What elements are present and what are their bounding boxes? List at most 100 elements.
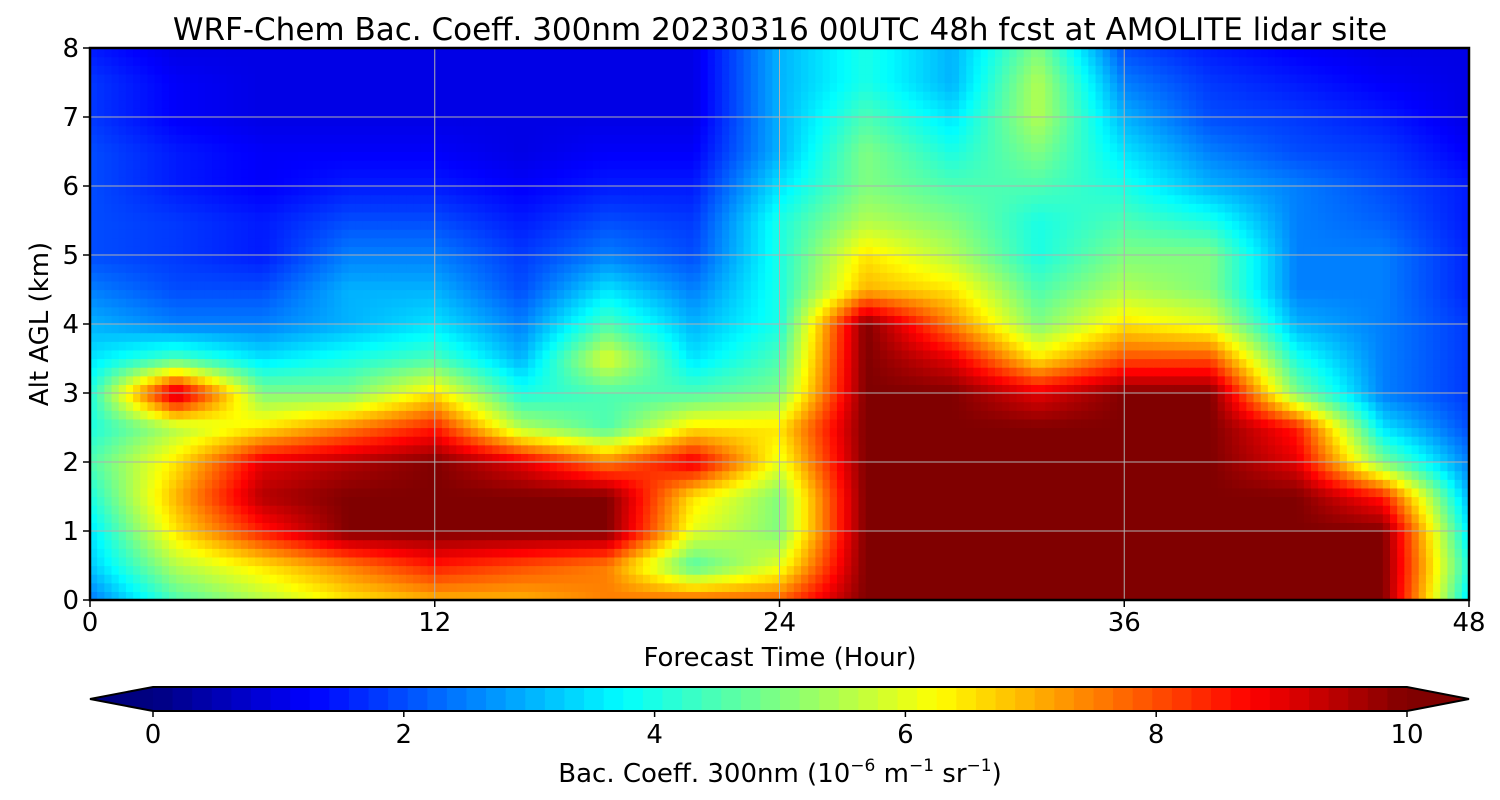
heatmap-cell xyxy=(312,574,321,584)
heatmap-cell xyxy=(980,401,989,411)
heatmap-cell xyxy=(327,418,335,429)
heatmap-cell xyxy=(1433,591,1441,600)
heatmap-cell xyxy=(1081,539,1089,549)
heatmap-cell xyxy=(1318,470,1326,480)
heatmap-cell xyxy=(1081,462,1089,472)
heatmap-cell xyxy=(1375,427,1384,437)
heatmap-cell xyxy=(1368,418,1377,429)
heatmap-cell xyxy=(1002,522,1010,532)
heatmap-cell xyxy=(1030,496,1039,506)
heatmap-cell xyxy=(736,582,745,592)
heatmap-cell xyxy=(1152,401,1161,411)
heatmap-cell xyxy=(269,470,278,480)
heatmap-cell xyxy=(1411,582,1420,592)
heatmap-cell xyxy=(542,410,551,420)
heatmap-cell xyxy=(1418,522,1427,532)
heatmap-cell xyxy=(1081,453,1089,463)
heatmap-cell xyxy=(1138,531,1147,541)
heatmap-cell xyxy=(1368,548,1377,558)
heatmap-cell xyxy=(362,505,371,515)
heatmap-cell xyxy=(1418,496,1427,506)
heatmap-cell xyxy=(248,582,256,592)
heatmap-cell xyxy=(1253,591,1262,600)
heatmap-cell xyxy=(355,582,364,592)
heatmap-cell xyxy=(1145,393,1154,403)
heatmap-cell xyxy=(125,505,134,515)
heatmap-cell xyxy=(1267,496,1276,506)
heatmap-cell xyxy=(635,375,644,385)
heatmap-cell xyxy=(564,384,572,394)
heatmap-cell xyxy=(851,548,860,558)
heatmap-cell xyxy=(384,453,393,463)
heatmap-cell xyxy=(262,427,271,437)
heatmap-cell xyxy=(722,513,730,523)
heatmap-cell xyxy=(1088,410,1097,420)
heatmap-cell xyxy=(1002,479,1010,489)
heatmap-cell xyxy=(1397,548,1405,558)
heatmap-cell xyxy=(341,522,350,532)
heatmap-cell xyxy=(1066,556,1075,567)
heatmap-cell xyxy=(1325,582,1334,592)
heatmap-cell xyxy=(147,522,156,532)
heatmap-cell xyxy=(937,375,946,385)
heatmap-cell xyxy=(901,393,910,403)
heatmap-cell xyxy=(449,531,457,541)
heatmap-cell xyxy=(327,539,335,549)
heatmap-cell xyxy=(1339,487,1348,498)
heatmap-cell xyxy=(808,479,817,489)
heatmap-cell xyxy=(894,522,903,532)
heatmap-cell xyxy=(779,487,788,498)
heatmap-cell xyxy=(1009,513,1018,523)
heatmap-cell xyxy=(1081,496,1089,506)
heatmap-cell xyxy=(585,531,594,541)
heatmap-cell xyxy=(441,393,450,403)
heatmap-cell xyxy=(908,410,917,420)
heatmap-cell xyxy=(248,548,256,558)
heatmap-cell xyxy=(449,591,457,600)
heatmap-cell xyxy=(571,582,579,592)
heatmap-cell xyxy=(1397,453,1405,463)
heatmap-cell xyxy=(1138,427,1147,437)
heatmap-cell xyxy=(111,565,120,575)
heatmap-cell xyxy=(1303,436,1312,446)
heatmap-cell xyxy=(1382,539,1391,549)
heatmap-cell xyxy=(793,487,802,498)
heatmap-cell xyxy=(1217,487,1226,498)
heatmap-cell xyxy=(441,556,450,567)
heatmap-cell xyxy=(1167,401,1176,411)
heatmap-cell xyxy=(1210,496,1219,506)
heatmap-cell xyxy=(585,539,594,549)
heatmap-cell xyxy=(233,393,242,403)
heatmap-cell xyxy=(729,505,737,515)
heatmap-cell xyxy=(1138,410,1147,420)
heatmap-cell xyxy=(147,410,156,420)
heatmap-cell xyxy=(506,565,515,575)
heatmap-cell xyxy=(750,393,759,403)
heatmap-cell xyxy=(204,513,213,523)
heatmap-cell xyxy=(219,418,228,429)
heatmap-cell xyxy=(413,444,421,454)
heatmap-cell xyxy=(1196,574,1204,584)
heatmap-cell xyxy=(1109,539,1118,549)
heatmap-cell xyxy=(248,410,256,420)
heatmap-cell xyxy=(1217,410,1226,420)
heatmap-cell xyxy=(987,574,996,584)
heatmap-cell xyxy=(1418,513,1427,523)
heatmap-cell xyxy=(1289,531,1298,541)
heatmap-cell xyxy=(1282,384,1291,394)
heatmap-cell xyxy=(377,401,386,411)
heatmap-cell xyxy=(765,479,773,489)
heatmap-cell xyxy=(994,375,1003,385)
heatmap-cell xyxy=(506,487,515,498)
heatmap-cell xyxy=(197,401,206,411)
heatmap-cell xyxy=(1282,401,1291,411)
heatmap-cell xyxy=(693,393,702,403)
heatmap-cell xyxy=(1368,487,1377,498)
heatmap-cell xyxy=(190,487,199,498)
heatmap-cell xyxy=(1253,539,1262,549)
heatmap-cell xyxy=(183,462,192,472)
heatmap-cell xyxy=(334,548,342,558)
heatmap-cell xyxy=(815,539,824,549)
heatmap-cell xyxy=(1454,410,1463,420)
heatmap-cell xyxy=(485,401,493,411)
